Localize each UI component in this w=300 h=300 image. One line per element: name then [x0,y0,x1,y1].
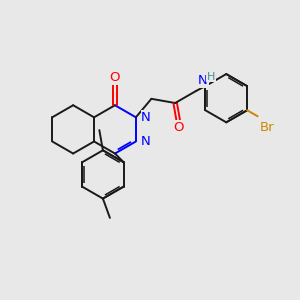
Text: Br: Br [260,121,275,134]
Text: N: N [141,135,151,148]
Text: H: H [207,71,215,82]
Text: O: O [110,71,120,84]
Text: N: N [141,111,151,124]
Text: N: N [198,74,208,87]
Text: O: O [173,121,184,134]
